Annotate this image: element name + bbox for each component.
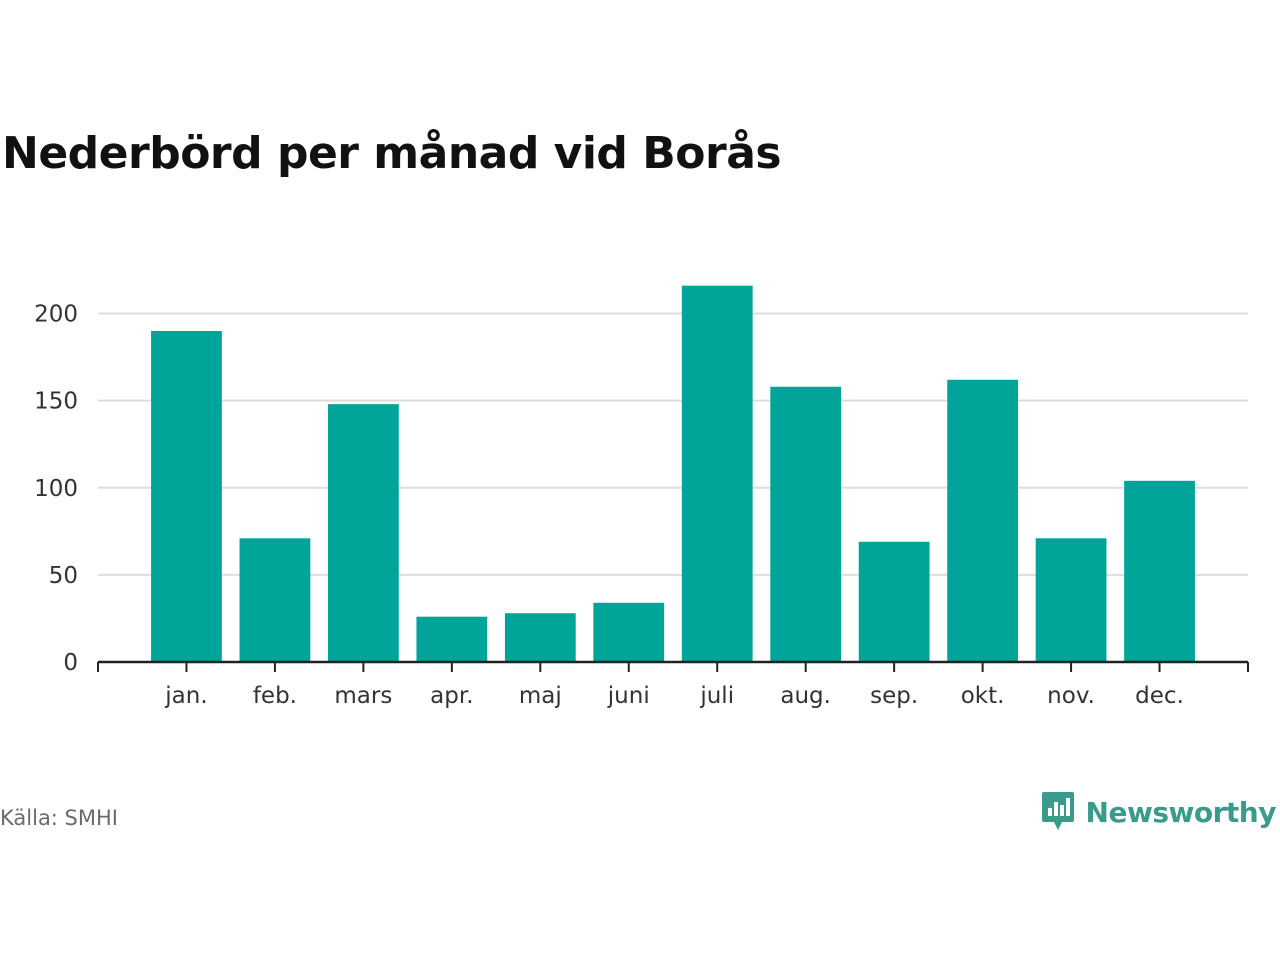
y-tick-label: 150	[34, 389, 78, 415]
y-axis-ticks: 0 50 100 150 200	[34, 302, 78, 676]
x-tick-label: dec.	[1135, 683, 1184, 709]
x-tick-label: sep.	[870, 683, 918, 709]
gridlines	[98, 312, 1248, 576]
bar-sep	[858, 541, 930, 662]
bar-apr	[416, 616, 488, 662]
bar-feb	[239, 538, 311, 662]
brand-logo: Newsworthy	[1040, 790, 1277, 834]
bar-okt	[947, 379, 1018, 662]
x-tick-label: feb.	[253, 683, 297, 709]
x-tick-label: aug.	[780, 683, 831, 709]
x-axis	[97, 660, 1249, 672]
bar-nov	[1035, 538, 1107, 662]
newsworthy-logo-icon	[1041, 792, 1074, 830]
x-tick-label: apr.	[430, 683, 473, 709]
y-tick-label: 0	[63, 650, 78, 676]
x-tick-label: jan.	[164, 683, 207, 709]
y-tick-label: 200	[34, 302, 78, 328]
brand-name: Newsworthy	[1085, 795, 1277, 829]
bar-juli	[681, 285, 753, 662]
y-tick-label: 50	[49, 563, 78, 589]
x-tick-label: juli	[699, 683, 734, 709]
bar-jan	[151, 330, 222, 662]
x-tick-label: maj	[519, 683, 562, 709]
bar-mars	[328, 404, 399, 662]
bar-juni	[593, 602, 665, 662]
x-tick-label: mars	[334, 683, 392, 709]
x-tick-label: nov.	[1047, 683, 1095, 709]
x-axis-ticks: jan. feb. mars apr. maj juni juli aug. sep. okt. n…	[164, 683, 1184, 709]
x-tick-label: juni	[607, 683, 650, 709]
source-text: Källa: SMHI	[0, 806, 118, 830]
bar-dec	[1124, 480, 1195, 662]
y-tick-label: 100	[34, 476, 78, 502]
bar-maj	[504, 613, 576, 662]
bar-aug	[770, 386, 842, 662]
chart-title: Nederbörd per månad vid Borås	[2, 128, 782, 179]
bars	[151, 285, 1195, 662]
x-tick-label: okt.	[961, 683, 1005, 709]
